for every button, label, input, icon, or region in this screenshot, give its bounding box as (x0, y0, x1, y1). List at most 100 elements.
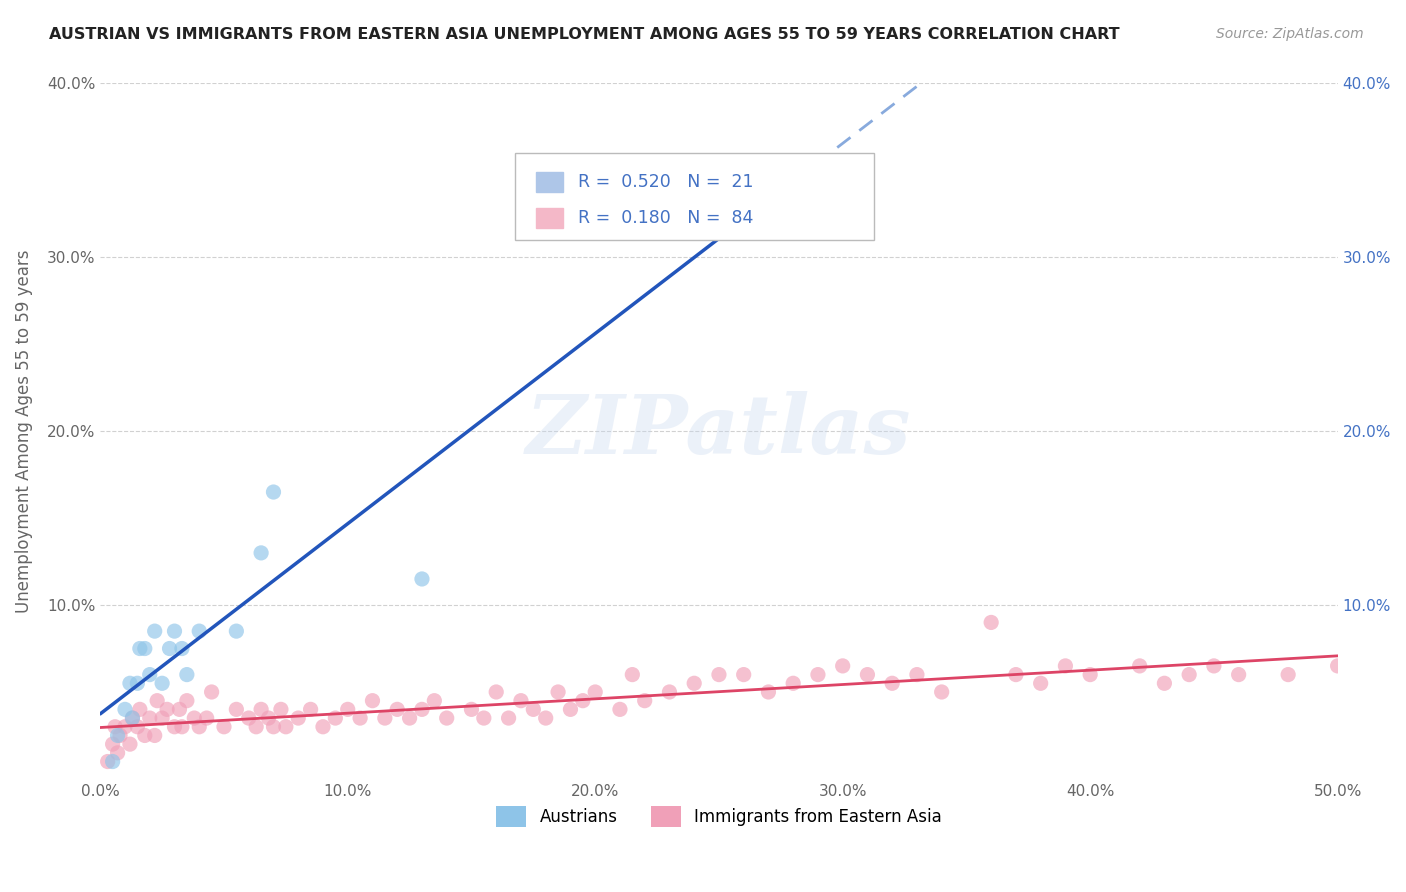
Text: Source: ZipAtlas.com: Source: ZipAtlas.com (1216, 27, 1364, 41)
Immigrants from Eastern Asia (1178, 667, 1201, 681)
Austrians (733, 189, 755, 203)
Immigrants from Eastern Asia (658, 685, 681, 699)
Immigrants from Eastern Asia (1129, 659, 1152, 673)
Immigrants from Eastern Asia (733, 667, 755, 681)
Immigrants from Eastern Asia (188, 720, 211, 734)
Immigrants from Eastern Asia (134, 728, 156, 742)
Immigrants from Eastern Asia (856, 667, 879, 681)
Immigrants from Eastern Asia (97, 755, 120, 769)
Austrians (134, 641, 156, 656)
Immigrants from Eastern Asia (183, 711, 205, 725)
Immigrants from Eastern Asia (128, 702, 150, 716)
Immigrants from Eastern Asia (411, 702, 433, 716)
Immigrants from Eastern Asia (169, 702, 191, 716)
Immigrants from Eastern Asia (882, 676, 904, 690)
Immigrants from Eastern Asia (238, 711, 260, 725)
Immigrants from Eastern Asia (336, 702, 359, 716)
Immigrants from Eastern Asia (127, 720, 149, 734)
Austrians (143, 624, 166, 639)
Immigrants from Eastern Asia (245, 720, 267, 734)
Immigrants from Eastern Asia (274, 720, 297, 734)
Immigrants from Eastern Asia (758, 685, 780, 699)
Immigrants from Eastern Asia (176, 694, 198, 708)
Immigrants from Eastern Asia (980, 615, 1002, 630)
Immigrants from Eastern Asia (1227, 667, 1250, 681)
Immigrants from Eastern Asia (423, 694, 446, 708)
Immigrants from Eastern Asia (634, 694, 657, 708)
Austrians (159, 641, 181, 656)
Immigrants from Eastern Asia (104, 720, 127, 734)
Austrians (107, 728, 129, 742)
Immigrants from Eastern Asia (1029, 676, 1052, 690)
Immigrants from Eastern Asia (460, 702, 482, 716)
Immigrants from Eastern Asia (707, 667, 730, 681)
Immigrants from Eastern Asia (250, 702, 273, 716)
Immigrants from Eastern Asia (374, 711, 396, 725)
Austrians (127, 676, 149, 690)
Immigrants from Eastern Asia (534, 711, 557, 725)
Immigrants from Eastern Asia (146, 694, 169, 708)
Immigrants from Eastern Asia (621, 667, 644, 681)
Immigrants from Eastern Asia (270, 702, 292, 716)
Austrians (163, 624, 186, 639)
Immigrants from Eastern Asia (1078, 667, 1101, 681)
Austrians (250, 546, 273, 560)
Immigrants from Eastern Asia (156, 702, 179, 716)
Text: R =  0.180   N =  84: R = 0.180 N = 84 (578, 209, 754, 227)
Text: AUSTRIAN VS IMMIGRANTS FROM EASTERN ASIA UNEMPLOYMENT AMONG AGES 55 TO 59 YEARS : AUSTRIAN VS IMMIGRANTS FROM EASTERN ASIA… (49, 27, 1119, 42)
Austrians (101, 755, 124, 769)
Austrians (225, 624, 247, 639)
Immigrants from Eastern Asia (212, 720, 235, 734)
FancyBboxPatch shape (536, 171, 562, 193)
Immigrants from Eastern Asia (108, 728, 131, 742)
Immigrants from Eastern Asia (609, 702, 631, 716)
Austrians (411, 572, 433, 586)
Immigrants from Eastern Asia (263, 720, 285, 734)
Austrians (139, 667, 162, 681)
Y-axis label: Unemployment Among Ages 55 to 59 years: Unemployment Among Ages 55 to 59 years (15, 250, 32, 613)
Immigrants from Eastern Asia (299, 702, 322, 716)
Immigrants from Eastern Asia (560, 702, 582, 716)
Immigrants from Eastern Asia (572, 694, 595, 708)
Immigrants from Eastern Asia (150, 711, 173, 725)
Immigrants from Eastern Asia (225, 702, 247, 716)
Immigrants from Eastern Asia (163, 720, 186, 734)
Immigrants from Eastern Asia (683, 676, 706, 690)
Immigrants from Eastern Asia (1202, 659, 1225, 673)
Immigrants from Eastern Asia (139, 711, 162, 725)
Immigrants from Eastern Asia (312, 720, 335, 734)
Immigrants from Eastern Asia (436, 711, 458, 725)
Immigrants from Eastern Asia (1326, 659, 1348, 673)
Immigrants from Eastern Asia (547, 685, 569, 699)
Immigrants from Eastern Asia (287, 711, 309, 725)
Immigrants from Eastern Asia (201, 685, 224, 699)
Immigrants from Eastern Asia (485, 685, 508, 699)
Austrians (263, 485, 285, 500)
Immigrants from Eastern Asia (143, 728, 166, 742)
Immigrants from Eastern Asia (121, 711, 143, 725)
Immigrants from Eastern Asia (118, 737, 141, 751)
Immigrants from Eastern Asia (498, 711, 520, 725)
Immigrants from Eastern Asia (387, 702, 409, 716)
Austrians (118, 676, 141, 690)
Immigrants from Eastern Asia (807, 667, 830, 681)
Immigrants from Eastern Asia (114, 720, 136, 734)
Immigrants from Eastern Asia (510, 694, 533, 708)
Immigrants from Eastern Asia (398, 711, 420, 725)
Immigrants from Eastern Asia (472, 711, 495, 725)
Austrians (188, 624, 211, 639)
Immigrants from Eastern Asia (107, 746, 129, 760)
Immigrants from Eastern Asia (583, 685, 606, 699)
Immigrants from Eastern Asia (905, 667, 928, 681)
Immigrants from Eastern Asia (831, 659, 853, 673)
Immigrants from Eastern Asia (522, 702, 544, 716)
Austrians (150, 676, 173, 690)
Immigrants from Eastern Asia (325, 711, 347, 725)
Legend: Austrians, Immigrants from Eastern Asia: Austrians, Immigrants from Eastern Asia (489, 799, 949, 833)
Immigrants from Eastern Asia (257, 711, 280, 725)
Immigrants from Eastern Asia (349, 711, 371, 725)
Immigrants from Eastern Asia (170, 720, 193, 734)
Immigrants from Eastern Asia (931, 685, 953, 699)
Text: R =  0.520   N =  21: R = 0.520 N = 21 (578, 173, 754, 191)
Austrians (128, 641, 150, 656)
